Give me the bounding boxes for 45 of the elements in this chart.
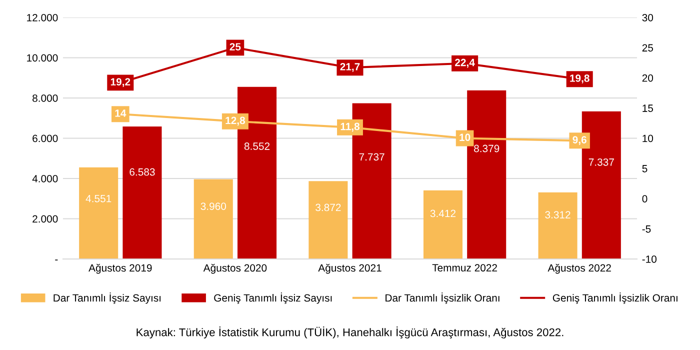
- y-tick-label: 4.000: [32, 175, 58, 182]
- x-tick-label: Ağustos 2019: [88, 264, 152, 274]
- y2-tick-label: 0: [642, 195, 648, 202]
- x-tick-label: Ağustos 2021: [318, 264, 382, 274]
- data-label: 14: [115, 110, 126, 117]
- data-label: 8.379: [474, 144, 500, 152]
- data-label: 8.552: [244, 142, 270, 150]
- legend-label: Dar Tanımlı İşsiz Sayısı: [54, 292, 161, 304]
- data-label: 9,6: [572, 136, 586, 145]
- data-label: 3.412: [430, 210, 456, 218]
- text: Kaynak: Türkiye İstatistik Kurumu (TÜİK), Hanehalkı İşgücü Araştırması, Ağustos 2022.: [136, 326, 564, 338]
- data-label: 10: [460, 134, 470, 142]
- y2-tick-label: 5: [642, 165, 648, 172]
- y-tick-label: 8.000: [32, 94, 58, 102]
- data-label: 7.337: [588, 158, 614, 166]
- bar: [423, 190, 463, 259]
- bar: [538, 192, 578, 259]
- data-label: 3.872: [316, 204, 341, 212]
- y-tick-label: 12.000: [27, 14, 58, 22]
- y-tick-label: 2.000: [32, 215, 58, 223]
- bar: [308, 181, 348, 259]
- y2-tick-label: -10: [642, 256, 657, 263]
- data-label: 6.583: [130, 168, 155, 176]
- x-tick-label: Ağustos 2022: [548, 264, 611, 274]
- y2-tick-label: 25: [642, 44, 654, 52]
- bar: [79, 167, 118, 259]
- data-label: 4.551: [86, 194, 112, 202]
- legend-label: Geniş Tanımlı İşsizlik Oranı: [552, 292, 678, 304]
- y-tick-label: 6.000: [32, 134, 58, 142]
- y-tick-label: 10.000: [27, 54, 58, 62]
- y2-tick-label: 30: [642, 14, 654, 22]
- y2-tick-label: -5: [642, 225, 651, 233]
- data-label: 3.960: [200, 202, 226, 210]
- data-label: 7.737: [359, 153, 384, 161]
- legend-label: Dar Tanımlı İşsizlik Oranı: [386, 292, 500, 304]
- x-tick-label: Ağustos 2020: [203, 264, 267, 274]
- legend-label: Geniş Tanımlı İşsiz Sayısı: [214, 292, 332, 304]
- y2-tick-label: 10: [642, 134, 654, 142]
- y2-tick-label: 15: [642, 104, 654, 112]
- data-label: 25: [230, 43, 241, 50]
- bar: [122, 126, 162, 259]
- bar: [194, 179, 233, 259]
- x-tick-label: Temmuz 2022: [432, 264, 497, 272]
- y2-tick-label: 20: [642, 74, 654, 82]
- data-label: 3.312: [545, 211, 570, 218]
